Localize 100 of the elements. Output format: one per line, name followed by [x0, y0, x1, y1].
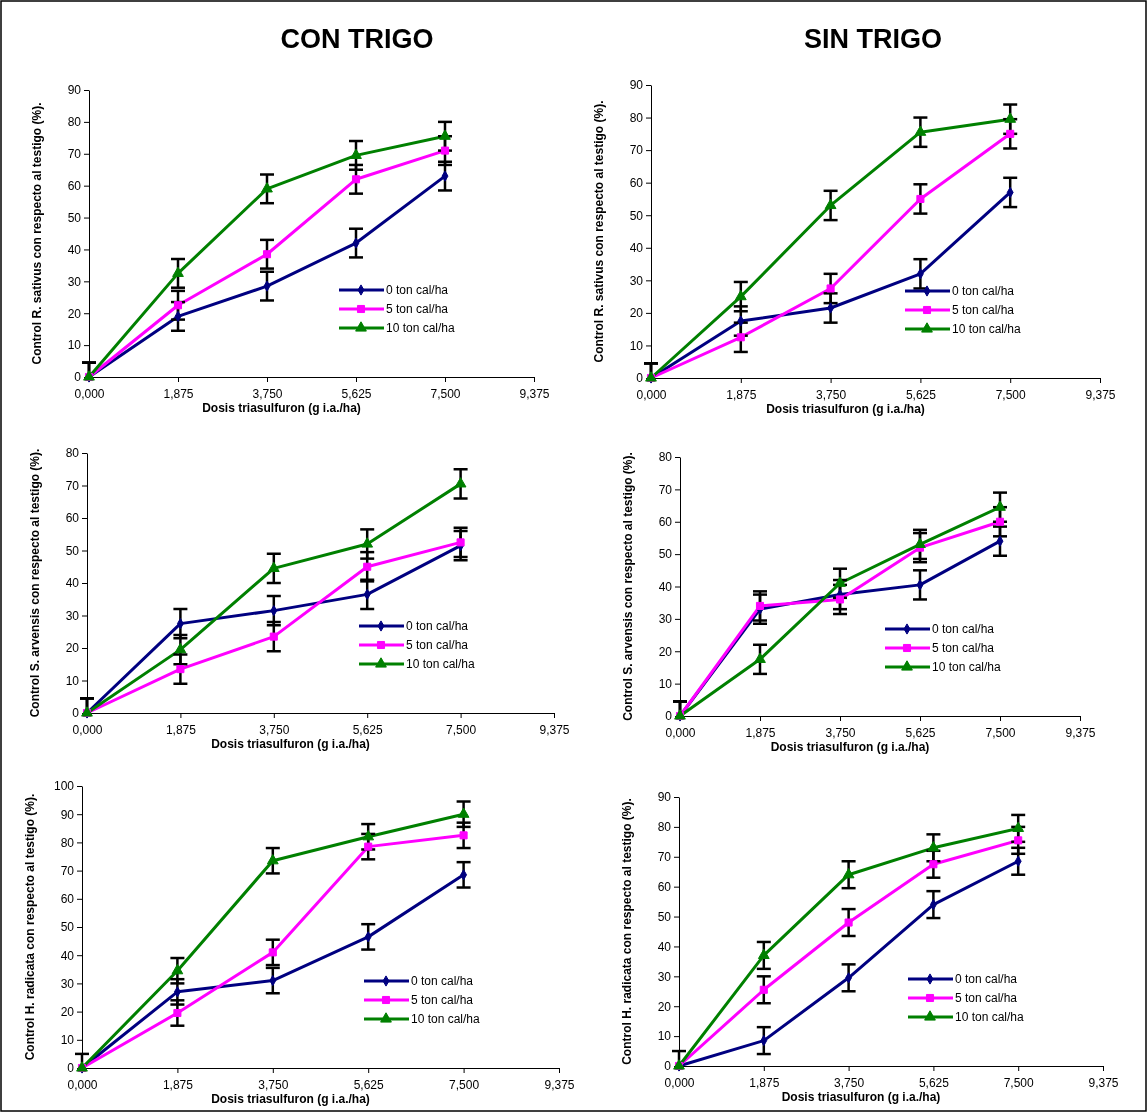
y-tick-label: 50 [67, 210, 82, 225]
x-tick-label: 5,625 [353, 1078, 385, 1093]
y-tick-label: 80 [67, 115, 82, 130]
y-axis-title: Control R. sativus con respecto al testigo (%). [592, 100, 606, 363]
x-tick-label: 9,375 [1085, 388, 1116, 403]
x-tick-label: 3,750 [825, 726, 856, 741]
x-tick-label: 9,375 [1088, 1076, 1119, 1091]
x-tick-label: 7,500 [449, 1078, 480, 1093]
y-tick-label: 90 [60, 807, 75, 822]
y-tick-label: 70 [60, 863, 75, 878]
legend-label: 5 ton cal/ha [955, 991, 1018, 1005]
y-axis-title: Control S. arvensis con respecto al testigo (%). [28, 448, 42, 718]
x-axis-title: Dosis triasulfuron (g i.a./ha) [202, 401, 361, 415]
y-tick-label: 30 [65, 608, 80, 623]
y-tick-label: 0 [665, 709, 673, 724]
y-tick-label: 70 [658, 482, 673, 497]
y-tick-label: 90 [629, 78, 644, 93]
legend-label: 0 ton cal/ha [411, 974, 474, 988]
x-axis-title: Dosis triasulfuron (g i.a./ha) [766, 402, 925, 416]
x-tick-label: 5,625 [918, 1076, 950, 1091]
y-axis-title: Control R. sativus con respecto al testigo (%). [30, 102, 44, 365]
y-tick-label: 40 [65, 576, 80, 591]
y-tick-label: 50 [658, 547, 673, 562]
y-tick-label: 10 [67, 338, 82, 353]
y-tick-label: 30 [67, 274, 82, 289]
y-axis-title: Control H. radicata con respecto al testigo (%). [23, 793, 37, 1061]
x-tick-label: 9,375 [544, 1078, 575, 1093]
x-tick-label: 1,875 [749, 1076, 780, 1091]
x-tick-label: 1,875 [163, 387, 194, 402]
y-tick-label: 30 [658, 612, 673, 627]
x-tick-label: 1,875 [745, 726, 776, 741]
x-tick-label: 7,500 [995, 388, 1027, 403]
y-tick-label: 70 [629, 143, 644, 158]
y-tick-label: 0 [664, 1059, 672, 1074]
y-tick-label: 80 [60, 835, 75, 850]
y-tick-label: 0 [67, 1061, 75, 1076]
legend-label: 10 ton cal/ha [932, 660, 1002, 674]
x-tick-label: 1,875 [726, 388, 757, 403]
legend-label: 5 ton cal/ha [952, 303, 1015, 317]
x-tick-label: 9,375 [1065, 726, 1096, 741]
x-tick-label: 0,000 [67, 1078, 98, 1093]
y-tick-label: 80 [658, 450, 673, 465]
x-tick-label: 7,500 [1003, 1076, 1035, 1091]
legend-label: 10 ton cal/ha [386, 321, 456, 335]
legend-label: 5 ton cal/ha [406, 638, 469, 652]
legend-label: 5 ton cal/ha [386, 302, 449, 316]
legend-label: 10 ton cal/ha [411, 1012, 481, 1026]
y-tick-label: 50 [65, 543, 80, 558]
x-axis-title: Dosis triasulfuron (g i.a./ha) [211, 737, 370, 751]
x-tick-label: 3,750 [252, 387, 283, 402]
x-axis-title: Dosis triasulfuron (g i.a./ha) [770, 740, 930, 754]
y-tick-label: 20 [60, 1004, 75, 1019]
y-tick-label: 50 [657, 909, 672, 924]
legend-label: 0 ton cal/ha [386, 283, 449, 297]
y-tick-label: 40 [657, 939, 672, 954]
x-tick-label: 3,750 [259, 723, 290, 738]
chart-title: CON TRIGO [280, 24, 434, 54]
legend-label: 0 ton cal/ha [406, 619, 469, 633]
y-tick-label: 100 [53, 779, 75, 794]
x-tick-label: 5,625 [352, 723, 384, 738]
x-axis-title: Dosis triasulfuron (g i.a./ha) [781, 1090, 941, 1104]
y-tick-label: 10 [65, 673, 80, 688]
x-tick-label: 7,500 [985, 726, 1016, 741]
y-tick-label: 20 [67, 306, 82, 321]
x-tick-label: 1,875 [162, 1078, 194, 1093]
y-tick-label: 10 [658, 676, 673, 691]
x-tick-label: 5,625 [905, 726, 936, 741]
y-tick-label: 90 [657, 790, 672, 805]
y-tick-label: 0 [74, 370, 82, 385]
x-tick-label: 5,625 [905, 388, 937, 403]
y-tick-label: 80 [629, 110, 644, 125]
y-tick-label: 80 [65, 446, 80, 461]
y-tick-label: 40 [60, 948, 75, 963]
y-tick-label: 20 [629, 306, 644, 321]
y-tick-label: 0 [72, 706, 80, 721]
y-axis-title: Control S. arvensis con respecto al testigo (%). [621, 452, 635, 721]
y-tick-label: 40 [629, 241, 644, 256]
y-tick-label: 60 [658, 515, 673, 530]
y-tick-label: 80 [657, 820, 672, 835]
legend-label: 0 ton cal/ha [952, 284, 1015, 298]
y-axis-title: Control H. radicata con respecto al testigo (%). [620, 798, 634, 1065]
y-tick-label: 50 [629, 208, 644, 223]
legend-label: 10 ton cal/ha [955, 1010, 1025, 1024]
legend-label: 10 ton cal/ha [406, 657, 476, 671]
x-tick-label: 3,750 [834, 1076, 865, 1091]
y-tick-label: 30 [60, 976, 75, 991]
y-tick-label: 10 [60, 1033, 75, 1048]
y-tick-label: 30 [629, 273, 644, 288]
x-tick-label: 9,375 [519, 387, 550, 402]
y-tick-label: 60 [65, 511, 80, 526]
legend-label: 5 ton cal/ha [411, 993, 474, 1007]
x-tick-label: 7,500 [446, 723, 477, 738]
x-tick-label: 9,375 [539, 723, 570, 738]
y-tick-label: 60 [657, 880, 672, 895]
legend-label: 0 ton cal/ha [932, 622, 995, 636]
y-tick-label: 0 [636, 371, 644, 386]
x-tick-label: 0,000 [74, 387, 105, 402]
y-tick-label: 60 [60, 892, 75, 907]
y-tick-label: 40 [67, 242, 82, 257]
y-tick-label: 40 [658, 579, 673, 594]
